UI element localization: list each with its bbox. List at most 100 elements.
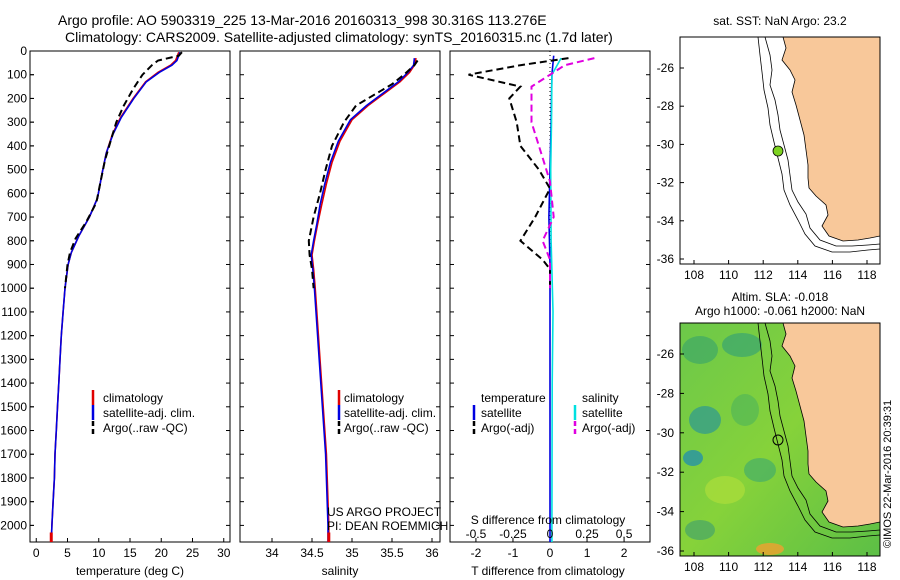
depth-tick-label: 2000 bbox=[0, 518, 27, 532]
x-tick-label: 35 bbox=[345, 546, 359, 560]
depth-tick-label: 1500 bbox=[0, 400, 27, 414]
temperature-panel: 0 5 10 15 20 25 30 bbox=[30, 50, 231, 560]
longitude-tick-label: 110 bbox=[719, 268, 738, 282]
salinity-xlabel: salinity bbox=[322, 564, 359, 578]
latitude-tick-label: -32 bbox=[657, 465, 675, 479]
land-mass bbox=[781, 37, 880, 242]
pi-annotation: PI: DEAN ROEMMICH bbox=[327, 519, 448, 533]
shelf-contour bbox=[764, 37, 880, 247]
longitude-tick-label: 112 bbox=[754, 268, 773, 282]
series-line-satellite-adj-clim- bbox=[310, 58, 416, 542]
difference-xlabel-top: S difference from climatology bbox=[471, 513, 626, 527]
longitude-tick-label: 118 bbox=[857, 268, 876, 282]
depth-tick-label: 1900 bbox=[0, 495, 27, 509]
legend-label-satellite: satellite-adj. clim. bbox=[103, 406, 195, 420]
x-tick-label: -2 bbox=[471, 546, 482, 560]
sst-map-frame bbox=[679, 36, 881, 265]
series-line-argo-raw-qc- bbox=[307, 59, 419, 289]
depth-tick-label: 900 bbox=[7, 257, 27, 271]
latitude-tick-label: -28 bbox=[657, 99, 675, 113]
sla-anomaly-blob bbox=[731, 394, 759, 426]
difference-xlabel: T difference from climatology bbox=[471, 564, 625, 578]
latitude-tick-label: -30 bbox=[657, 426, 675, 440]
longitude-tick-label: 118 bbox=[857, 560, 876, 574]
depth-tick-label: 1600 bbox=[0, 424, 27, 438]
longitude-tick-label: 114 bbox=[788, 268, 807, 282]
sla-map-frame bbox=[679, 322, 881, 557]
legend-label-argo: Argo(..raw -QC) bbox=[103, 421, 188, 435]
legend-label-temp-satellite: satellite bbox=[481, 406, 522, 420]
latitude-tick-label: -26 bbox=[657, 347, 675, 361]
depth-tick-label: 1000 bbox=[0, 281, 27, 295]
x-tick-label: 35.5 bbox=[380, 546, 404, 560]
x-tick-label: 5 bbox=[64, 546, 71, 560]
deep-contour bbox=[757, 37, 880, 253]
longitude-tick-label: 114 bbox=[788, 560, 807, 574]
legend-label-climatology: climatology bbox=[103, 391, 163, 405]
sst-map bbox=[680, 37, 880, 264]
depth-tick-label: 200 bbox=[7, 91, 27, 105]
series-line-salinity-argo-adj- bbox=[530, 57, 595, 289]
depth-axis: 0 100 200 300 400 500 600 700 800 900 1000 1100 1200… bbox=[0, 44, 34, 532]
depth-tick-label: 400 bbox=[7, 139, 27, 153]
depth-tick-label: 1100 bbox=[1, 305, 27, 319]
x-tick-label: 1 bbox=[584, 546, 591, 560]
series-line-satellite-adj-clim- bbox=[50, 51, 181, 543]
depth-tick-label: 600 bbox=[7, 186, 27, 200]
sla-map-title-line2: Argo h1000: -0.061 h2000: NaN bbox=[695, 304, 865, 318]
sla-anomaly-blob bbox=[722, 333, 762, 357]
depth-tick-label: 800 bbox=[7, 234, 27, 248]
latitude-tick-label: -34 bbox=[657, 214, 675, 228]
x-tick-label: 2 bbox=[621, 546, 628, 560]
x-tick-label: 0 bbox=[33, 546, 40, 560]
latitude-tick-label: -26 bbox=[657, 61, 675, 75]
depth-tick-label: 700 bbox=[7, 210, 27, 224]
difference-legend: temperature salinity satellite Argo(-adj… bbox=[472, 391, 635, 435]
s-diff-tick-label: -0.5 bbox=[466, 527, 487, 541]
project-annotation: US ARGO PROJECT bbox=[327, 505, 442, 519]
depth-tick-label: 1800 bbox=[0, 471, 27, 485]
sla-anomaly-blob bbox=[682, 336, 718, 364]
latitude-tick-label: -36 bbox=[657, 544, 675, 558]
sla-anomaly-blob bbox=[744, 458, 776, 482]
legend-header-salinity: salinity bbox=[582, 391, 619, 405]
latitude-tick-label: -32 bbox=[657, 176, 675, 190]
figure-title-line2: Climatology: CARS2009. Satellite-adjuste… bbox=[65, 29, 613, 45]
float-location-marker bbox=[772, 145, 784, 157]
deep-contour bbox=[757, 323, 880, 539]
temperature-panel-frame bbox=[29, 50, 231, 543]
sst-map-axes: 108 110 112 114 116 118 -26 -28 -30 -32 -34 -36 bbox=[657, 61, 877, 282]
s-diff-tick-label: 0.25 bbox=[575, 527, 599, 541]
s-diff-tick-label: 0.5 bbox=[616, 527, 633, 541]
depth-tick-label: 300 bbox=[7, 115, 27, 129]
x-tick-label: 36 bbox=[425, 546, 439, 560]
latitude-tick-label: -28 bbox=[657, 386, 675, 400]
shelf-contour bbox=[764, 323, 880, 533]
longitude-tick-label: 110 bbox=[719, 560, 738, 574]
x-tick-label: 0 bbox=[547, 546, 554, 560]
x-tick-label: 25 bbox=[186, 546, 200, 560]
land-mass bbox=[781, 323, 880, 528]
depth-tick-label: 1200 bbox=[0, 329, 27, 343]
imos-credit: ©IMOS 22-Mar-2016 20:39:31 bbox=[882, 400, 894, 548]
latitude-tick-label: -30 bbox=[657, 137, 675, 151]
x-tick-label: 34 bbox=[265, 546, 279, 560]
legend-label-climatology: climatology bbox=[344, 391, 404, 405]
salinity-legend: climatology satellite-adj. clim. Argo(..… bbox=[337, 390, 436, 435]
legend-label-argo: Argo(..raw -QC) bbox=[344, 421, 429, 435]
sst-map-title: sat. SST: NaN Argo: 23.2 bbox=[713, 14, 847, 28]
depth-tick-label: 1400 bbox=[0, 376, 27, 390]
legend-label-sal-argo: Argo(-adj) bbox=[582, 421, 635, 435]
longitude-tick-label: 108 bbox=[684, 268, 704, 282]
longitude-tick-label: 112 bbox=[754, 560, 773, 574]
temperature-xlabel: temperature (deg C) bbox=[76, 564, 184, 578]
x-tick-label: 30 bbox=[217, 546, 231, 560]
sla-map-axes: 108 110 112 114 116 118 -26 -28 -30 -32 -34 -36 bbox=[657, 347, 877, 574]
salinity-panel: 34 34.5 35 35.5 36 bbox=[240, 50, 440, 560]
legend-header-temperature: temperature bbox=[481, 391, 546, 405]
sla-map bbox=[680, 323, 880, 556]
latitude-tick-label: -34 bbox=[657, 505, 675, 519]
depth-tick-label: 100 bbox=[7, 68, 27, 82]
difference-panel: -2 -1 0 1 2 -0.5 -0.25 0 0.25 0.5 bbox=[450, 50, 650, 560]
sla-anomaly-blob bbox=[705, 476, 745, 504]
